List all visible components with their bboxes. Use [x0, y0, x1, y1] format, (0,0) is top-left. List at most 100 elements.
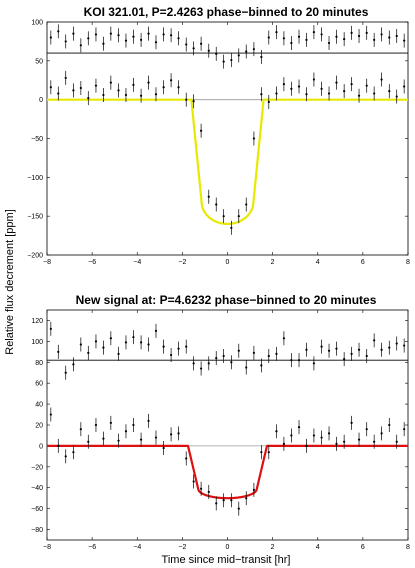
y-tick-label: −100 [27, 175, 43, 182]
data-point [177, 432, 180, 435]
offset-data-point [64, 40, 67, 43]
data-point [327, 432, 331, 435]
offset-data-point [252, 351, 255, 354]
data-point [245, 497, 248, 500]
x-tick-label: 6 [361, 544, 365, 551]
offset-data-point [102, 346, 105, 349]
offset-data-point [357, 34, 361, 38]
offset-data-point [230, 361, 233, 364]
offset-data-point [380, 348, 383, 351]
offset-data-point [290, 41, 293, 45]
y-axis-label: Relative flux decrement [ppm] [4, 209, 16, 355]
offset-data-point [109, 337, 112, 340]
data-point [260, 93, 263, 96]
data-point [132, 423, 135, 427]
y-tick-label: 100 [31, 339, 43, 346]
offset-data-point [388, 346, 391, 349]
data-point [94, 84, 98, 87]
offset-data-point [117, 34, 120, 37]
offset-data-point [312, 362, 316, 365]
offset-data-point [215, 356, 218, 360]
y-tick-label: −40 [31, 485, 43, 492]
offset-data-point [275, 30, 278, 34]
offset-data-point [365, 31, 368, 34]
offset-data-point [267, 36, 270, 39]
chart-panel-koi-321: KOI 321.01, P=2.4263 phase−binned to 20 … [27, 5, 410, 266]
offset-data-point [124, 341, 128, 344]
plot-frame [46, 309, 409, 541]
data-point [380, 78, 383, 81]
y-tick-label: −20 [31, 464, 43, 471]
data-point [365, 84, 368, 87]
data-point [222, 215, 225, 218]
data-point [147, 419, 150, 422]
offset-data-point [222, 354, 225, 358]
data-point [222, 499, 225, 502]
data-point [64, 76, 67, 80]
x-tick-label: 0 [226, 544, 230, 551]
offset-data-point [154, 329, 158, 333]
offset-data-point [222, 60, 225, 63]
data-point [132, 83, 135, 87]
offset-data-point [297, 359, 301, 362]
chart-title: New signal at: P=4.6232 phase−binned to … [76, 293, 377, 307]
data-point [192, 100, 195, 103]
offset-data-point [79, 343, 82, 346]
data-point [72, 89, 75, 92]
offset-data-point [282, 37, 286, 40]
transit-model-curve [47, 444, 408, 500]
data-point [169, 79, 173, 82]
y-tick-label: 0 [39, 97, 43, 104]
data-point [373, 92, 376, 95]
x-tick-label: 4 [316, 544, 320, 551]
data-point [275, 92, 278, 95]
data-point [117, 89, 120, 92]
offset-data-point [335, 35, 338, 38]
offset-data-point [109, 32, 112, 35]
y-tick-label: 0 [39, 443, 43, 450]
data-point [357, 438, 361, 441]
offset-data-point [169, 34, 173, 37]
y-tick-label: 120 [31, 318, 43, 325]
offset-data-point [207, 49, 210, 52]
data-point [72, 451, 75, 454]
data-point [290, 434, 293, 437]
data-point [260, 451, 263, 454]
data-point [139, 94, 143, 97]
data-point [49, 86, 52, 89]
data-point [124, 430, 128, 433]
offset-data-point [132, 35, 135, 38]
data-point [207, 490, 210, 494]
offset-data-point [305, 348, 308, 351]
data-point [275, 430, 278, 433]
data-point [312, 78, 316, 81]
data-point [215, 203, 218, 206]
data-point [185, 98, 188, 101]
offset-data-point [237, 54, 240, 57]
y-tick-label: 100 [31, 20, 43, 27]
offset-data-point [357, 348, 361, 351]
offset-data-point [388, 36, 391, 39]
offset-data-point [169, 353, 173, 357]
offset-data-point [320, 345, 323, 348]
data-point [267, 451, 270, 454]
data-point [403, 428, 406, 431]
data-point [252, 488, 255, 491]
offset-data-point [365, 354, 368, 358]
offset-data-point [200, 367, 203, 370]
offset-data-point [200, 42, 203, 45]
offset-data-point [185, 345, 188, 348]
offset-data-point [403, 344, 406, 347]
y-tick-label: −80 [31, 527, 43, 534]
data-point [102, 437, 105, 440]
x-tick-label: 0 [226, 259, 230, 266]
offset-data-point [94, 33, 98, 36]
offset-data-point [395, 34, 398, 38]
data-point [215, 502, 218, 505]
data-point [177, 86, 180, 89]
offset-data-point [215, 52, 218, 55]
data-point [350, 421, 353, 425]
offset-data-point [260, 55, 263, 59]
data-point [343, 440, 346, 443]
y-tick-label: −60 [31, 506, 43, 513]
